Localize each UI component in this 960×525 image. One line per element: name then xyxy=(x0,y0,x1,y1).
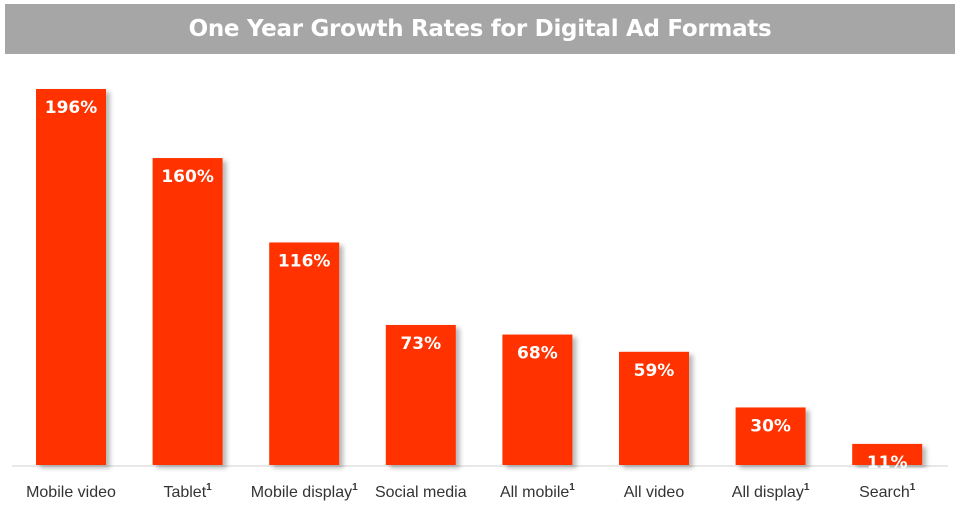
category-label: Search1 xyxy=(859,482,916,501)
footnote-mark: 1 xyxy=(352,482,358,493)
bar-all-mobile xyxy=(502,334,573,465)
value-label: 160% xyxy=(161,167,214,187)
bar-mobile-video xyxy=(36,89,106,465)
bar-mobile-display xyxy=(269,242,340,465)
footnote-mark: 1 xyxy=(206,482,212,493)
value-label: 73% xyxy=(400,334,441,354)
category-label: Mobile display1 xyxy=(251,482,358,501)
value-label: 116% xyxy=(278,251,331,271)
category-label: Social media xyxy=(375,484,467,501)
value-label: 11% xyxy=(867,453,908,473)
category-label: All video xyxy=(624,484,685,501)
value-label: 30% xyxy=(750,416,791,436)
value-label: 59% xyxy=(634,361,675,381)
category-label: Mobile video xyxy=(26,484,116,501)
footnote-mark: 1 xyxy=(804,482,810,493)
chart-title-bar: One Year Growth Rates for Digital Ad For… xyxy=(5,4,955,54)
category-label: All display1 xyxy=(732,482,810,501)
bar-search xyxy=(852,443,923,465)
footnote-mark: 1 xyxy=(569,482,575,493)
chart-title: One Year Growth Rates for Digital Ad For… xyxy=(188,16,772,42)
bar-all-video xyxy=(619,351,689,465)
value-label: 68% xyxy=(517,344,558,364)
bar-tablet xyxy=(152,158,223,465)
value-label: 196% xyxy=(45,98,98,118)
category-label: Tablet1 xyxy=(163,482,212,501)
bar-all-display xyxy=(735,407,806,465)
footnote-mark: 1 xyxy=(910,482,916,493)
category-label: All mobile1 xyxy=(500,482,575,501)
bar-social-media xyxy=(385,324,456,465)
